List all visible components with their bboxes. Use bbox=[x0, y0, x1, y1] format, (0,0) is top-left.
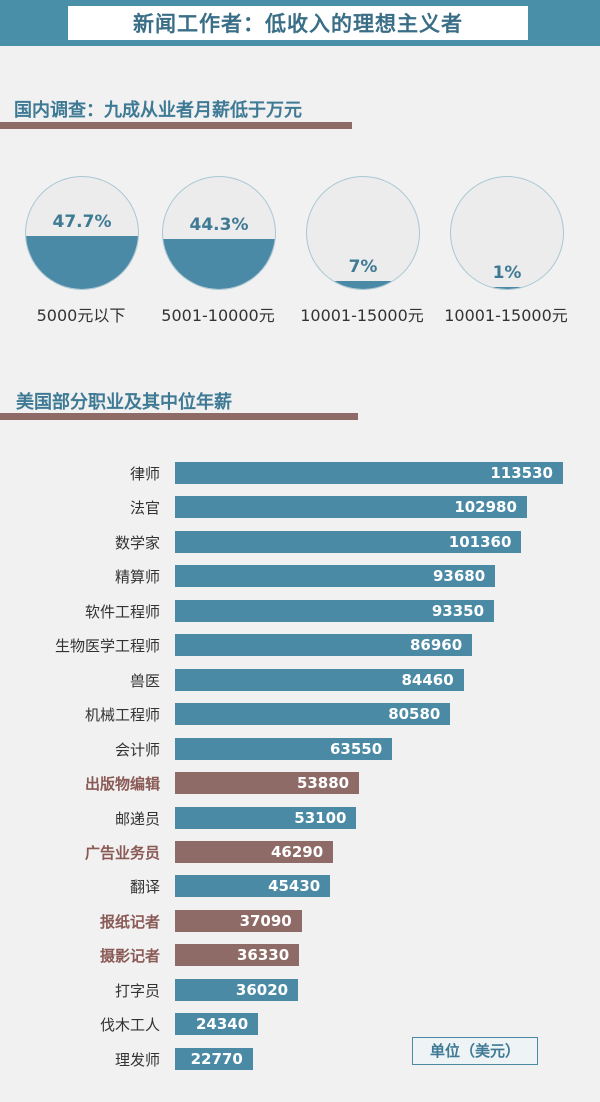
category-label: 精算师 bbox=[114, 568, 160, 587]
bar: 36020 bbox=[175, 978, 299, 1001]
bar: 53100 bbox=[175, 806, 357, 829]
pie-3: 7% bbox=[306, 176, 420, 290]
pie-label-4: 10001-15000元 bbox=[444, 306, 568, 325]
bar-value-label: 93680 bbox=[432, 567, 486, 586]
category-label: 打字员 bbox=[114, 981, 160, 1000]
bar-value-label: 93350 bbox=[431, 601, 485, 620]
category-label: 兽医 bbox=[129, 671, 160, 690]
bar: 86960 bbox=[175, 634, 473, 657]
bar-value-label: 36330 bbox=[236, 946, 290, 965]
category-label: 理发师 bbox=[114, 1050, 160, 1069]
bar-value-label: 113530 bbox=[490, 464, 553, 482]
bar-value-label: 53880 bbox=[296, 774, 350, 793]
category-label: 数学家 bbox=[114, 533, 160, 552]
category-label: 摄影记者 bbox=[99, 947, 160, 966]
category-label: 会计师 bbox=[114, 740, 160, 759]
bar: 80580 bbox=[175, 703, 451, 726]
bar-value-label: 45430 bbox=[268, 877, 321, 896]
title-box: 新闻工作者：低收入的理想主义者 bbox=[68, 6, 528, 40]
page-title: 新闻工作者：低收入的理想主义者 bbox=[133, 12, 463, 36]
pie-fill-3 bbox=[307, 281, 419, 289]
bar: 93680 bbox=[175, 565, 496, 588]
pie-4: 1% bbox=[450, 176, 564, 290]
bar: 93350 bbox=[175, 599, 495, 622]
bar-value-label: 53100 bbox=[294, 808, 347, 827]
domestic-section-title: 国内调查：九成从业者月薪低于万元 bbox=[14, 100, 302, 121]
us-section-underline bbox=[0, 413, 358, 420]
category-label: 翻译 bbox=[129, 878, 160, 897]
bar: 101360 bbox=[175, 530, 522, 553]
bar: 37090 bbox=[175, 909, 302, 932]
pie-percent-2: 44.3% bbox=[189, 215, 249, 236]
category-label: 报纸记者 bbox=[99, 912, 160, 931]
category-label: 出版物编辑 bbox=[84, 775, 160, 794]
us-section-title: 美国部分职业及其中位年薪 bbox=[16, 392, 232, 413]
bar-value-label: 36020 bbox=[235, 980, 289, 999]
category-label: 机械工程师 bbox=[84, 706, 160, 725]
bar-value-label: 80580 bbox=[388, 705, 441, 724]
bar: 45430 bbox=[175, 875, 331, 898]
bar: 102980 bbox=[175, 496, 527, 519]
bar: 46290 bbox=[175, 840, 334, 863]
pie-percent-1: 47.7% bbox=[52, 211, 112, 232]
pie-label-1: 5000元以下 bbox=[36, 306, 126, 325]
bar: 22770 bbox=[175, 1047, 253, 1070]
pie-percent-4: 1% bbox=[492, 262, 522, 283]
pie-fill-1 bbox=[26, 235, 138, 289]
domestic-section-underline bbox=[0, 122, 352, 129]
category-label: 广告业务员 bbox=[84, 843, 160, 862]
bar: 113530 bbox=[175, 462, 563, 484]
pie-fill-4 bbox=[451, 286, 563, 289]
pie-label-3: 10001-15000元 bbox=[300, 306, 424, 325]
unit-label: 单位（美元） bbox=[412, 1037, 538, 1065]
bar: 53880 bbox=[175, 772, 360, 795]
bar: 84460 bbox=[175, 668, 464, 691]
bar: 36330 bbox=[175, 944, 300, 967]
category-label: 生物医学工程师 bbox=[54, 637, 160, 656]
category-label: 律师 bbox=[129, 465, 160, 483]
header-band: 新闻工作者：低收入的理想主义者 bbox=[0, 0, 600, 46]
pie-label-2: 5001-10000元 bbox=[161, 306, 275, 325]
bar-value-label: 37090 bbox=[239, 911, 292, 930]
pie-2: 44.3% bbox=[162, 176, 276, 290]
category-label: 伐木工人 bbox=[99, 1016, 160, 1035]
bar-value-label: 22770 bbox=[190, 1049, 243, 1068]
pie-1: 47.7% bbox=[25, 176, 139, 290]
bar-value-label: 102980 bbox=[454, 498, 517, 517]
bar-value-label: 24340 bbox=[195, 1015, 249, 1034]
bar-value-label: 84460 bbox=[401, 670, 454, 689]
bar: 63550 bbox=[175, 737, 393, 760]
pie-fill-2 bbox=[163, 239, 275, 289]
bar-value-label: 86960 bbox=[410, 636, 463, 655]
category-label: 法官 bbox=[129, 499, 160, 518]
bar-value-label: 46290 bbox=[271, 842, 324, 861]
pie-percent-3: 7% bbox=[348, 257, 378, 278]
bar-value-label: 101360 bbox=[448, 532, 512, 551]
category-label: 邮递员 bbox=[114, 809, 160, 828]
category-label: 软件工程师 bbox=[84, 602, 160, 621]
bar: 24340 bbox=[175, 1013, 259, 1036]
bar-value-label: 63550 bbox=[330, 739, 383, 758]
